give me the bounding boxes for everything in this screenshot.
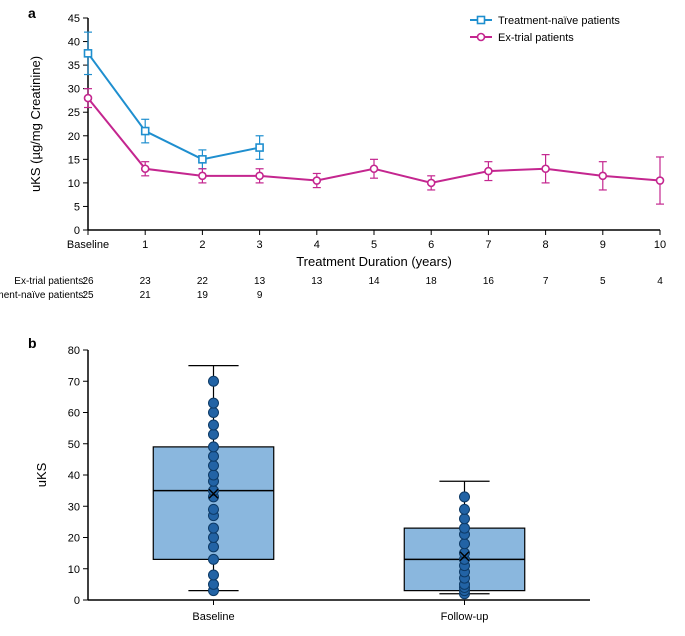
counts-cell: 16 [483, 276, 495, 287]
panel-a-xtick-label: 3 [257, 239, 263, 251]
panel-a-ytick-label: 0 [74, 225, 80, 237]
box-point [209, 533, 219, 543]
panel-a-ytick-label: 45 [68, 13, 80, 25]
panel-b-ytick-label: 50 [68, 439, 80, 451]
box-point [209, 408, 219, 418]
panel-a-ytick-label: 10 [68, 178, 80, 190]
legend-label: Treatment-naïve patients [498, 15, 620, 27]
box-point [209, 376, 219, 386]
box-point [209, 442, 219, 452]
panel-b-ylabel: uKS [34, 462, 49, 487]
box-point [209, 398, 219, 408]
panel-a-xtick-label: 7 [485, 239, 491, 251]
box-point [460, 523, 470, 533]
panel-a-xtick-label: 1 [142, 239, 148, 251]
panel-a-marker [657, 177, 664, 184]
panel-a-marker [142, 128, 149, 135]
figure-root: a051015202530354045Baseline12345678910Tr… [0, 0, 685, 636]
panel-a-marker [599, 172, 606, 179]
panel-b-ytick-label: 40 [68, 470, 80, 482]
counts-cell: 25 [82, 290, 94, 301]
box-point [209, 420, 219, 430]
counts-cell: 19 [197, 290, 209, 301]
panel-b-xtick-label: Baseline [192, 611, 234, 623]
panel-a-xtick-label: 5 [371, 239, 377, 251]
box-point [209, 451, 219, 461]
panel-b-ytick-label: 60 [68, 408, 80, 420]
panel-a-ytick-label: 5 [74, 201, 80, 213]
legend-swatch-marker [478, 17, 485, 24]
box-point [209, 429, 219, 439]
legend-swatch-marker [478, 34, 485, 41]
counts-cell: 22 [197, 276, 209, 287]
counts-cell: 26 [82, 276, 94, 287]
panel-a-marker [485, 168, 492, 175]
box-point [209, 461, 219, 471]
panel-a-marker [542, 165, 549, 172]
counts-cell: 23 [140, 276, 152, 287]
panel-a-ytick-label: 30 [68, 84, 80, 96]
panel-b-ytick-label: 70 [68, 376, 80, 388]
panel-a-xtick-label: 2 [199, 239, 205, 251]
panel-b-ytick-label: 80 [68, 345, 80, 357]
counts-cell: 13 [254, 276, 266, 287]
counts-cell: 9 [257, 290, 263, 301]
box-point [209, 504, 219, 514]
panel-b-label: b [28, 335, 37, 351]
counts-cell: 14 [368, 276, 380, 287]
panel-a-ylabel: uKS (µg/mg Creatinine) [28, 56, 43, 192]
panel-a-marker [428, 179, 435, 186]
panel-a-ytick-label: 40 [68, 37, 80, 49]
counts-cell: 18 [426, 276, 438, 287]
box-point [460, 492, 470, 502]
box-point [209, 523, 219, 533]
panel-b-ytick-label: 20 [68, 533, 80, 545]
panel-a-ytick-label: 20 [68, 131, 80, 143]
panel-a-xtick-label: 6 [428, 239, 434, 251]
panel-a-xtick-label: 4 [314, 239, 320, 251]
panel-a-series-line [88, 53, 260, 159]
panel-a-marker [256, 144, 263, 151]
panel-a-marker [313, 177, 320, 184]
panel-b-ytick-label: 0 [74, 595, 80, 607]
panel-b-ytick-label: 10 [68, 564, 80, 576]
box-point [460, 504, 470, 514]
box-point [209, 470, 219, 480]
panel-a-marker [199, 156, 206, 163]
panel-a-xtick-label: Baseline [67, 239, 109, 251]
panel-a-xtick-label: 10 [654, 239, 666, 251]
panel-a-ytick-label: 35 [68, 60, 80, 72]
panel-a-marker [85, 50, 92, 57]
panel-a-marker [85, 95, 92, 102]
panel-b-ytick-label: 30 [68, 501, 80, 513]
counts-cell: 4 [657, 276, 663, 287]
box-point [460, 514, 470, 524]
counts-cell: 7 [543, 276, 549, 287]
panel-a-ytick-label: 15 [68, 154, 80, 166]
counts-row-label: Treatment-naïve patients: [0, 290, 86, 301]
panel-a-xtick-label: 8 [543, 239, 549, 251]
box-point [209, 570, 219, 580]
panel-a-marker [142, 165, 149, 172]
box-point [209, 542, 219, 552]
legend-label: Ex-trial patients [498, 32, 574, 44]
panel-a-xlabel: Treatment Duration (years) [296, 254, 452, 269]
panel-a-label: a [28, 5, 36, 21]
box-point [209, 554, 219, 564]
panel-a-ytick-label: 25 [68, 107, 80, 119]
counts-row-label: Ex-trial patients: [14, 276, 86, 287]
counts-cell: 13 [311, 276, 323, 287]
panel-a-marker [199, 172, 206, 179]
figure-svg: a051015202530354045Baseline12345678910Tr… [0, 0, 685, 636]
panel-a-xtick-label: 9 [600, 239, 606, 251]
panel-a-marker [371, 165, 378, 172]
box-point [209, 579, 219, 589]
counts-cell: 21 [140, 290, 152, 301]
panel-b-xtick-label: Follow-up [441, 611, 489, 623]
panel-a-marker [256, 172, 263, 179]
box-point [460, 539, 470, 549]
counts-cell: 5 [600, 276, 606, 287]
